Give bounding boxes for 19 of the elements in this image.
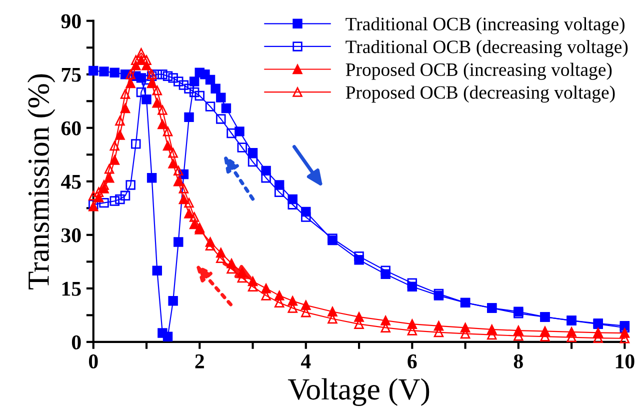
- legend-label: Proposed OCB (decreasing voltage): [346, 86, 615, 103]
- x-axis-title: Voltage (V): [288, 378, 430, 406]
- legend-label: Traditional OCB (increasing voltage): [346, 17, 624, 34]
- x-tick-label: 10: [616, 354, 634, 368]
- legend-label: Traditional OCB (decreasing voltage): [346, 40, 628, 58]
- y-tick-label: 75: [62, 68, 81, 82]
- x-tick-label: 6: [408, 354, 417, 368]
- x-tick-label: 4: [300, 354, 311, 368]
- x-tick-label: 8: [514, 354, 523, 368]
- y-tick-label: 15: [62, 282, 81, 296]
- y-tick-label: 30: [62, 228, 81, 242]
- legend-label: Proposed OCB (increasing voltage): [346, 62, 612, 80]
- y-tick-label: 0: [72, 335, 81, 350]
- y-axis-title: Transmission (%): [27, 74, 56, 290]
- y-tick-label: 60: [61, 121, 81, 136]
- y-tick-label: 90: [61, 14, 81, 28]
- y-tick-label: 45: [61, 174, 81, 189]
- x-tick-label: 2: [195, 354, 204, 368]
- x-tick-label: 0: [88, 354, 98, 368]
